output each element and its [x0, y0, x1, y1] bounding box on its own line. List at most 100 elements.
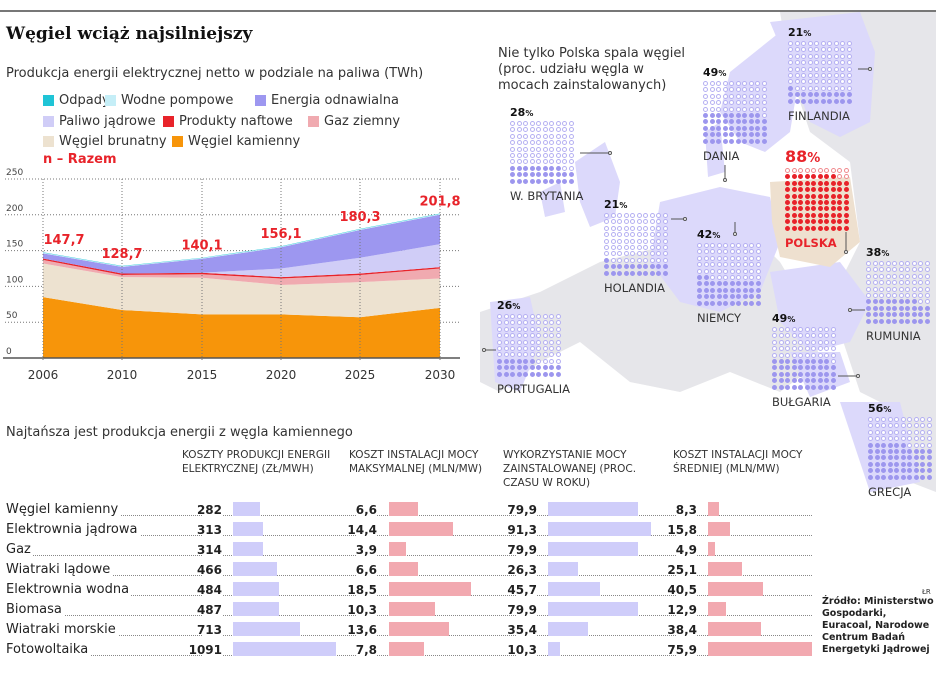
waffle-dot — [761, 100, 767, 106]
waffle-dot — [814, 47, 819, 53]
waffle-dot — [536, 333, 541, 339]
waffle-dot — [703, 87, 708, 93]
waffle-dot — [843, 199, 849, 205]
waffle-dot — [894, 417, 899, 422]
waffle-dot — [830, 225, 836, 231]
waffle-dot — [811, 174, 816, 180]
waffle-dot — [830, 352, 836, 358]
waffle-dot — [716, 81, 721, 86]
waffle-dot — [868, 455, 873, 461]
waffle-dot — [926, 429, 932, 435]
waffle-dot — [555, 178, 561, 184]
value-bar — [548, 582, 600, 596]
row-label-text: Elektrownia wodna — [6, 582, 132, 597]
waffle-grid — [497, 314, 570, 378]
waffle-dot — [703, 106, 708, 112]
waffle-dot — [840, 98, 845, 104]
legend-item: Gaz ziemny — [308, 114, 400, 129]
waffle-dot — [827, 47, 832, 53]
waffle-dot — [804, 352, 810, 358]
waffle-dot — [497, 371, 502, 377]
waffle-dot — [824, 352, 829, 358]
waffle-dot — [798, 327, 803, 332]
waffle-dot — [817, 212, 823, 218]
waffle-dot — [804, 219, 810, 225]
waffle-dot — [542, 314, 548, 319]
waffle-dot — [610, 213, 616, 218]
waffle-dot — [722, 132, 728, 138]
waffle-dot — [807, 60, 813, 66]
country-name: W. BRYTANIA — [510, 188, 584, 203]
x-tick-label: 2020 — [266, 368, 297, 382]
waffle-dot — [516, 314, 522, 319]
row-label: Wiatraki lądowe — [6, 562, 226, 577]
waffle-dot — [885, 299, 891, 305]
waffle-dot — [811, 219, 816, 225]
waffle-dot — [742, 132, 747, 138]
waffle-dot — [905, 292, 910, 298]
waffle-dot — [846, 98, 852, 104]
waffle-dot — [549, 159, 554, 165]
waffle-dot — [926, 461, 932, 467]
waffle-dot — [716, 125, 721, 131]
waffle-dot — [830, 199, 836, 205]
area-chart: 0 50 100 150 200 250 2006 147,7 2010 128,7 2015 140… — [3, 168, 461, 382]
waffle-dot — [710, 274, 715, 280]
waffle-dot — [801, 41, 806, 46]
waffle-dot — [881, 436, 886, 442]
waffle-dot — [536, 320, 541, 326]
waffle-dot — [742, 100, 747, 106]
waffle-dot — [703, 125, 708, 131]
country-bułgaria: 49% BUŁGARIA — [772, 312, 837, 409]
waffle-dot — [913, 448, 919, 454]
waffle-dot — [516, 352, 522, 358]
waffle-dot — [811, 384, 816, 390]
waffle-dot — [755, 106, 760, 112]
row-label-text: Węgiel kamienny — [6, 502, 121, 517]
waffle-dot — [510, 345, 515, 351]
row-label-text: Gaz — [6, 542, 33, 557]
row-label: Elektrownia wodna — [6, 582, 226, 597]
waffle-dot — [824, 180, 829, 186]
waffle-dot — [536, 314, 541, 319]
waffle-dot — [662, 219, 668, 225]
waffle-dot — [749, 281, 754, 287]
cell-value: 38,4 — [647, 623, 697, 637]
waffle-dot — [735, 125, 741, 131]
waffle-dot — [785, 327, 790, 332]
waffle-dot — [716, 87, 721, 93]
waffle-dot — [536, 133, 541, 139]
waffle-dot — [549, 178, 554, 184]
waffle-dot — [510, 121, 515, 126]
waffle-dot — [913, 455, 919, 461]
waffle-dot — [549, 339, 554, 345]
waffle-dot — [817, 339, 823, 345]
waffle-dot — [617, 225, 622, 231]
waffle-dot — [772, 339, 777, 345]
waffle-dot — [887, 474, 893, 480]
waffle-dot — [617, 270, 622, 276]
waffle-dot — [817, 187, 823, 193]
waffle-dot — [913, 436, 919, 442]
waffle-dot — [894, 474, 899, 480]
waffle-dot — [643, 270, 648, 276]
waffle-dot — [920, 442, 925, 448]
waffle-dot — [755, 125, 760, 131]
waffle-dot — [742, 119, 747, 125]
row-label-text: Biomasa — [6, 602, 64, 617]
waffle-dot — [709, 106, 715, 112]
waffle-dot — [503, 314, 509, 319]
waffle-dot — [811, 333, 816, 339]
waffle-dot — [729, 93, 734, 99]
waffle-dot — [542, 326, 548, 332]
waffle-dot — [542, 140, 548, 146]
cell-value: 79,9 — [487, 603, 537, 617]
waffle-dot — [748, 106, 754, 112]
waffle-dot — [881, 455, 886, 461]
cell-value: 6,6 — [327, 563, 377, 577]
waffle-dot — [723, 287, 728, 293]
waffle-dot — [735, 112, 741, 118]
total-legend: n – Razem — [43, 152, 117, 167]
waffle-dot — [894, 429, 899, 435]
waffle-dot — [710, 300, 715, 306]
